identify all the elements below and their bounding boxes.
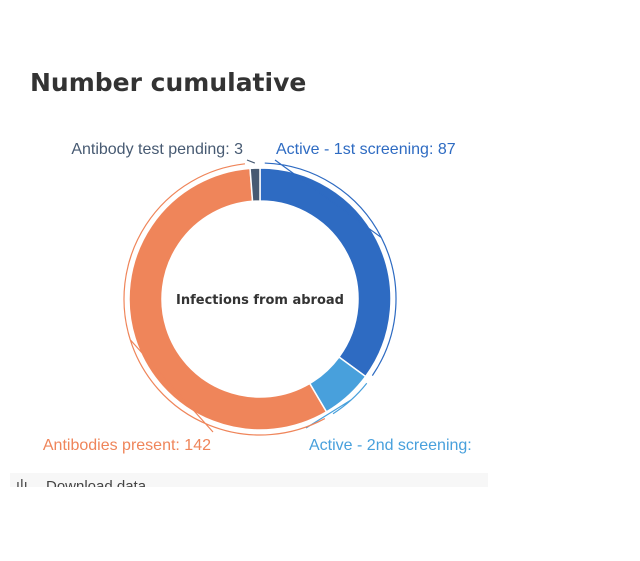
download-data-button[interactable]: ılı Download data (10, 473, 488, 487)
chart-title: Number cumulative (30, 68, 307, 97)
connector-active-2nd-screening (305, 382, 368, 429)
center-label: Infections from abroad (176, 293, 344, 308)
slice-antibody-test-pending[interactable] (249, 167, 261, 203)
label-active-2nd-screening: Active - 2nd screening: (309, 437, 472, 454)
label-antibody-test-pending: Antibody test pending: 3 (71, 141, 243, 158)
download-icon: ılı (16, 478, 28, 487)
connector-antibody-test-pending (246, 159, 256, 164)
slice-active-1st-screening[interactable] (259, 167, 392, 378)
download-data-label: Download data (46, 478, 147, 488)
label-active-1st-screening: Active - 1st screening: 87 (276, 141, 456, 158)
connector-antibodies-present (123, 163, 326, 436)
label-antibodies-present: Antibodies present: 142 (43, 437, 211, 454)
connector-active-1st-screening (264, 159, 397, 376)
slice-antibodies-present[interactable] (128, 167, 328, 431)
